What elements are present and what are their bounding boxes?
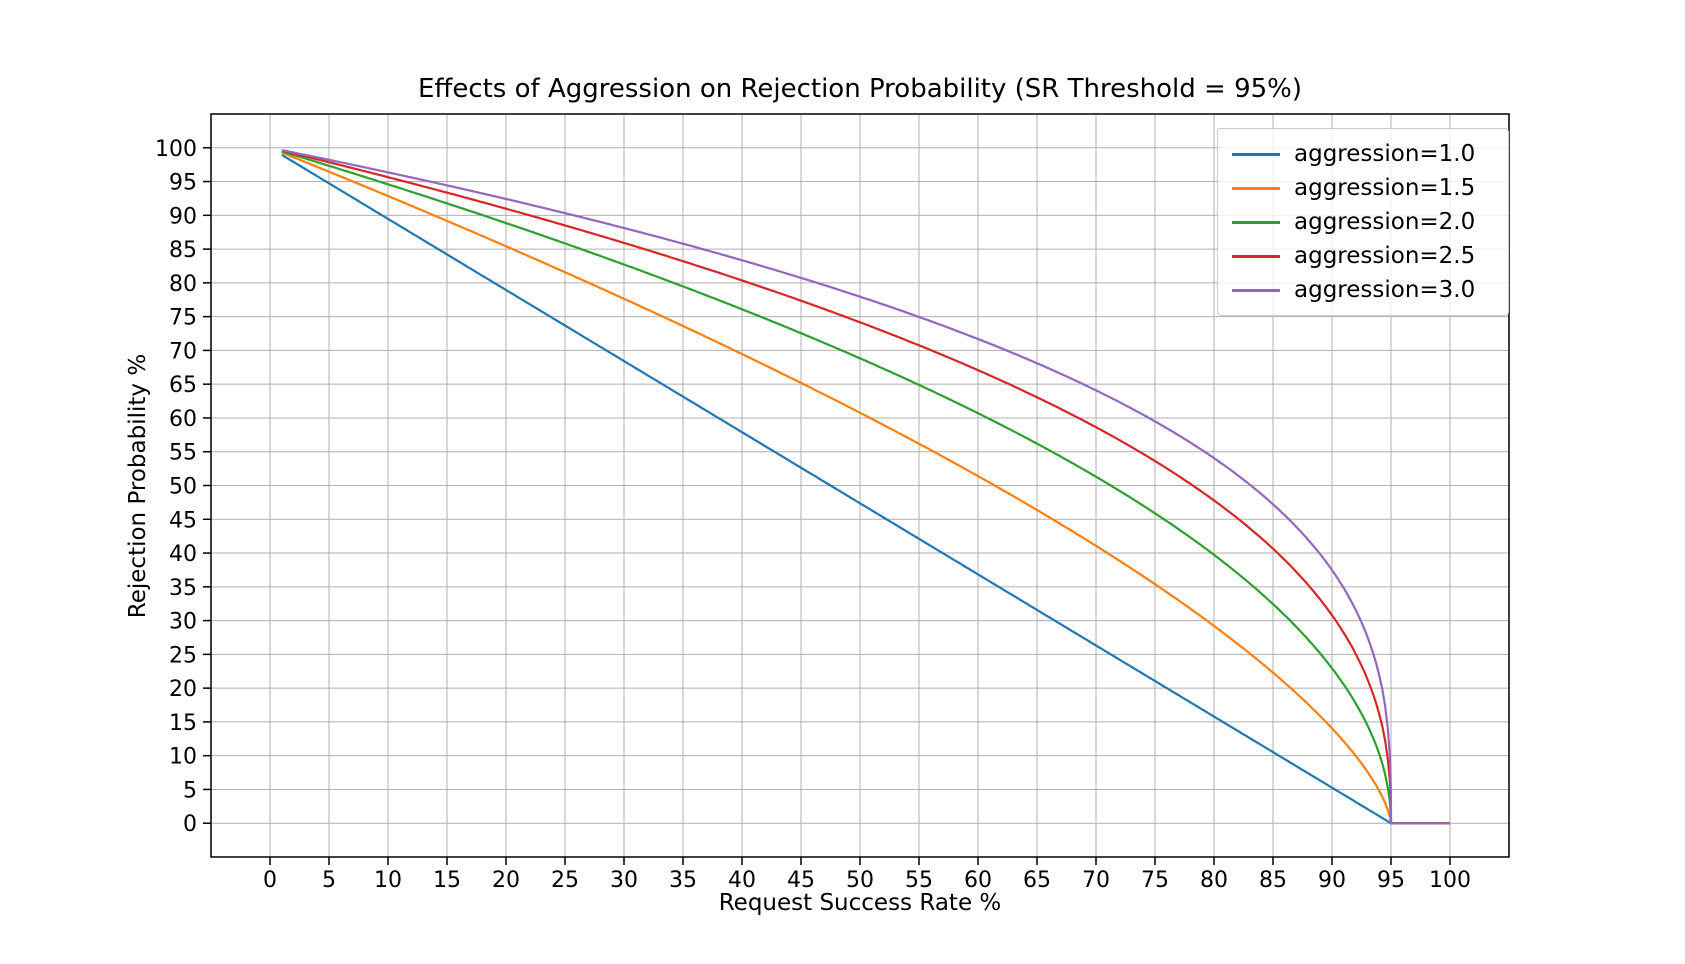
y-tick-label: 5 [183, 778, 197, 803]
y-tick-label: 40 [169, 542, 197, 567]
x-tick-label: 0 [263, 868, 277, 893]
x-tick-label: 5 [322, 868, 336, 893]
legend-label: aggression=1.5 [1294, 175, 1476, 201]
y-tick-label: 75 [169, 306, 197, 331]
legend-entry: aggression=2.0 [1232, 209, 1494, 235]
x-tick-label: 50 [846, 868, 874, 893]
axes-frame [210, 113, 1510, 858]
x-tick-label: 90 [1318, 868, 1346, 893]
y-tick-label: 20 [169, 677, 197, 702]
x-tick-label: 30 [610, 868, 638, 893]
legend-line-sample-icon [1232, 254, 1280, 258]
y-tick-label: 30 [169, 610, 197, 635]
legend-line-sample-icon [1232, 220, 1280, 224]
x-tick-label: 85 [1259, 868, 1287, 893]
x-tick-label: 80 [1200, 868, 1228, 893]
legend-entry: aggression=1.0 [1232, 141, 1494, 167]
x-tick-label: 60 [964, 868, 992, 893]
series-line-aggression-3.0 [281, 149, 1450, 825]
y-tick-label: 0 [183, 812, 197, 837]
x-tick-label: 45 [787, 868, 815, 893]
legend-entry: aggression=3.0 [1232, 277, 1494, 303]
series-line-aggression-2.0 [281, 150, 1450, 825]
legend-label: aggression=1.0 [1294, 141, 1476, 167]
y-tick-label: 90 [169, 204, 197, 229]
legend-line-sample-icon [1232, 152, 1280, 156]
chart-title: Effects of Aggression on Rejection Proba… [417, 74, 1303, 104]
y-tick-label: 70 [169, 339, 197, 364]
legend: aggression=1.0 aggression=1.5 aggression… [1217, 128, 1509, 316]
y-tick-label: 60 [169, 407, 197, 432]
legend-label: aggression=2.5 [1294, 243, 1476, 269]
x-tick-label: 25 [551, 868, 579, 893]
x-tick-label: 70 [1082, 868, 1110, 893]
y-axis-label: Rejection Probability % [125, 353, 151, 619]
y-tick-label: 10 [169, 745, 197, 770]
x-tick-label: 20 [492, 868, 520, 893]
y-tick-label: 95 [169, 171, 197, 196]
legend-entry: aggression=1.5 [1232, 175, 1494, 201]
legend-line-sample-icon [1232, 186, 1280, 190]
y-tick-label: 55 [169, 441, 197, 466]
x-tick-label: 55 [905, 868, 933, 893]
y-tick-label: 50 [169, 475, 197, 500]
y-tick-label: 15 [169, 711, 197, 736]
x-tick-label: 65 [1023, 868, 1051, 893]
x-tick-label: 95 [1377, 868, 1405, 893]
x-tick-label: 15 [433, 868, 461, 893]
legend-label: aggression=2.0 [1294, 209, 1476, 235]
x-tick-label: 40 [728, 868, 756, 893]
series-line-aggression-2.5 [281, 149, 1450, 825]
y-tick-label: 65 [169, 373, 197, 398]
y-tick-label: 45 [169, 508, 197, 533]
x-tick-label: 35 [669, 868, 697, 893]
x-axis-label: Request Success Rate % [718, 890, 1002, 916]
y-tick-label: 100 [155, 137, 197, 162]
legend-line-sample-icon [1232, 288, 1280, 292]
y-tick-label: 85 [169, 238, 197, 263]
series-line-aggression-1.0 [281, 153, 1450, 825]
y-tick-label: 35 [169, 576, 197, 601]
legend-entry: aggression=2.5 [1232, 243, 1494, 269]
y-tick-label: 25 [169, 643, 197, 668]
x-tick-label: 10 [374, 868, 402, 893]
x-tick-label: 100 [1429, 868, 1471, 893]
x-tick-label: 75 [1141, 868, 1169, 893]
legend-label: aggression=3.0 [1294, 277, 1476, 303]
y-tick-label: 80 [169, 272, 197, 297]
series-line-aggression-1.5 [281, 151, 1450, 825]
